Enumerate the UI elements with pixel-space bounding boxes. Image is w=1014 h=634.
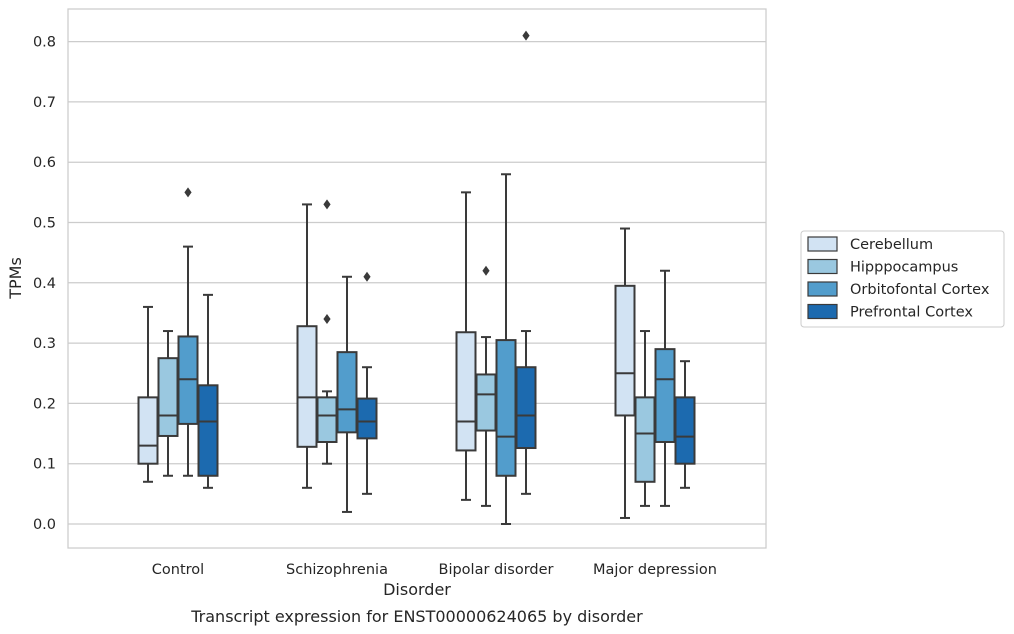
box-iqr <box>654 348 676 443</box>
outlier-point <box>363 271 371 282</box>
legend-label: Cerebellum <box>850 237 933 253</box>
box-hipppocampus-schizophrenia <box>316 199 338 465</box>
plot-frame <box>67 8 767 549</box>
box-iqr <box>316 396 338 443</box>
box-prefrontal-cortex-bipolar-disorder <box>515 30 537 495</box>
x-tick-labels: Control Schizophrenia Bipolar disorder Majo… <box>152 562 717 578</box>
legend-swatch <box>807 236 838 252</box>
box-iqr <box>515 366 537 450</box>
y-tick-label: 0.8 <box>33 35 56 51</box>
outlier-point <box>522 30 530 41</box>
y-axis-title: TPMs <box>6 257 25 300</box>
y-tick-label: 0.5 <box>33 216 56 232</box>
outlier-point <box>323 313 331 324</box>
box-prefrontal-cortex-control <box>197 293 219 489</box>
box-prefrontal-cortex-major-depression <box>674 360 696 489</box>
box-orbitofontal-cortex-schizophrenia <box>336 275 358 513</box>
legend-swatch <box>807 281 838 297</box>
outlier-point <box>184 187 192 198</box>
box-iqr <box>475 373 497 432</box>
y-tick-label: 0.0 <box>33 517 56 533</box>
y-tick-labels: 0.0 0.1 0.2 0.3 0.4 0.5 0.6 0.7 0.8 <box>33 35 56 533</box>
box-iqr <box>455 331 477 452</box>
box-iqr <box>137 396 159 465</box>
box-iqr <box>614 284 636 417</box>
box-prefrontal-cortex-schizophrenia <box>356 271 378 495</box>
y-tick-label: 0.2 <box>33 396 56 412</box>
x-axis-title: Disorder <box>383 580 451 599</box>
legend: Cerebellum Hipppocampus Orbitofontal Corte… <box>800 230 1005 328</box>
box-iqr <box>495 339 517 477</box>
legend-label: Prefrontal Cortex <box>850 305 973 321</box>
box-cerebellum-control <box>137 305 159 483</box>
box-orbitofontal-cortex-bipolar-disorder <box>495 173 517 525</box>
box-hipppocampus-major-depression <box>634 330 656 507</box>
box-iqr <box>157 357 179 437</box>
x-tick-label: Major depression <box>593 562 717 578</box>
box-iqr <box>296 325 318 448</box>
plot-area <box>137 30 696 525</box>
figure-caption: Transcript expression for ENST0000062406… <box>190 607 643 626</box>
legend-swatch <box>807 303 838 320</box>
box-cerebellum-schizophrenia <box>296 203 318 489</box>
legend-swatch <box>807 258 838 275</box>
box-cerebellum-bipolar-disorder <box>455 191 477 501</box>
box-hipppocampus-control <box>157 330 179 477</box>
x-tick-label: Bipolar disorder <box>439 562 554 578</box>
outlier-point <box>482 265 490 276</box>
x-tick-label: Control <box>152 562 204 578</box>
legend-label: Orbitofontal Cortex <box>850 282 990 298</box>
box-cerebellum-major-depression <box>614 227 636 519</box>
box-iqr <box>674 396 696 465</box>
box-iqr <box>197 384 219 477</box>
box-orbitofontal-cortex-major-depression <box>654 269 676 507</box>
legend-box <box>800 230 1005 328</box>
y-tick-label: 0.3 <box>33 336 56 352</box>
legend-label: Hipppocampus <box>850 260 958 276</box>
box-hipppocampus-bipolar-disorder <box>475 265 497 507</box>
y-tick-label: 0.1 <box>33 457 56 473</box>
y-tick-label: 0.6 <box>33 155 56 171</box>
x-tick-label: Schizophrenia <box>286 562 388 578</box>
box-orbitofontal-cortex-control <box>177 187 199 477</box>
y-gridlines <box>68 40 766 525</box>
outlier-point <box>323 199 331 210</box>
box-iqr <box>356 397 378 440</box>
y-tick-label: 0.7 <box>33 95 56 111</box>
box-iqr <box>336 351 358 434</box>
box-iqr <box>634 396 656 483</box>
y-tick-label: 0.4 <box>33 276 56 292</box>
